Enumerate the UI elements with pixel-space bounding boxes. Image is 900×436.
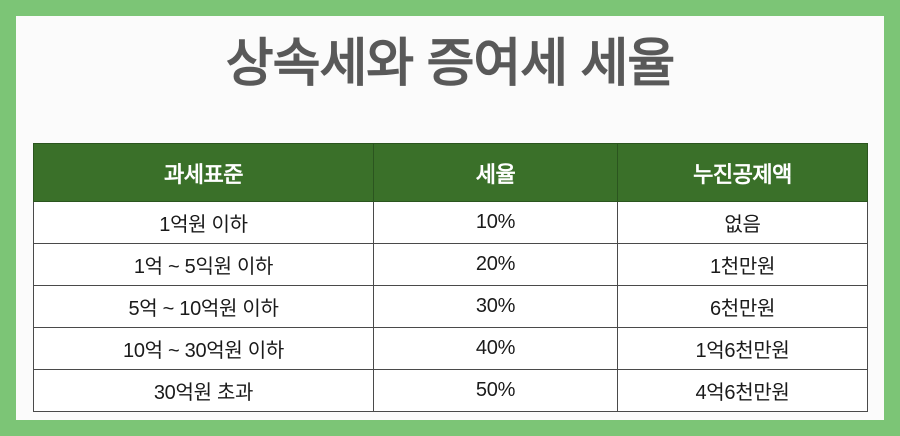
cell-deduction: 1천만원 — [617, 243, 868, 286]
table-row: 5억 ~ 10억원 이하 30% 6천만원 — [33, 285, 868, 328]
cell-deduction: 6천만원 — [617, 285, 868, 328]
content-panel: 상속세와 증여세 세율 과세표준 세율 누진공제액 1억원 이하 10% 없음 — [16, 16, 884, 420]
table-header-row: 과세표준 세율 누진공제액 — [33, 143, 868, 202]
cell-tax-base: 1억원 이하 — [33, 201, 374, 244]
cell-tax-base: 30억원 초과 — [33, 369, 374, 412]
table-row: 10억 ~ 30억원 이하 40% 1억6천만원 — [33, 327, 868, 370]
cell-tax-rate: 30% — [373, 285, 618, 328]
table-row: 1억 ~ 5익원 이하 20% 1천만원 — [33, 243, 868, 286]
cell-tax-base: 10억 ~ 30억원 이하 — [33, 327, 374, 370]
table-row: 1억원 이하 10% 없음 — [33, 201, 868, 244]
tax-rate-table: 과세표준 세율 누진공제액 1억원 이하 10% 없음 1억 ~ 5익원 이하 … — [33, 143, 868, 412]
page-title: 상속세와 증여세 세율 — [225, 35, 675, 93]
cell-tax-rate: 20% — [373, 243, 618, 286]
column-header-tax-base: 과세표준 — [33, 143, 374, 202]
column-header-tax-rate: 세율 — [373, 143, 618, 202]
cell-deduction: 1억6천만원 — [617, 327, 868, 370]
table-row: 30억원 초과 50% 4억6천만원 — [33, 369, 868, 412]
cell-deduction: 4억6천만원 — [617, 369, 868, 412]
cell-tax-rate: 50% — [373, 369, 618, 412]
cell-deduction: 없음 — [617, 201, 868, 244]
cell-tax-base: 1억 ~ 5익원 이하 — [33, 243, 374, 286]
cell-tax-rate: 10% — [373, 201, 618, 244]
column-header-progressive-deduction: 누진공제액 — [617, 143, 868, 202]
cell-tax-base: 5억 ~ 10억원 이하 — [33, 285, 374, 328]
cell-tax-rate: 40% — [373, 327, 618, 370]
